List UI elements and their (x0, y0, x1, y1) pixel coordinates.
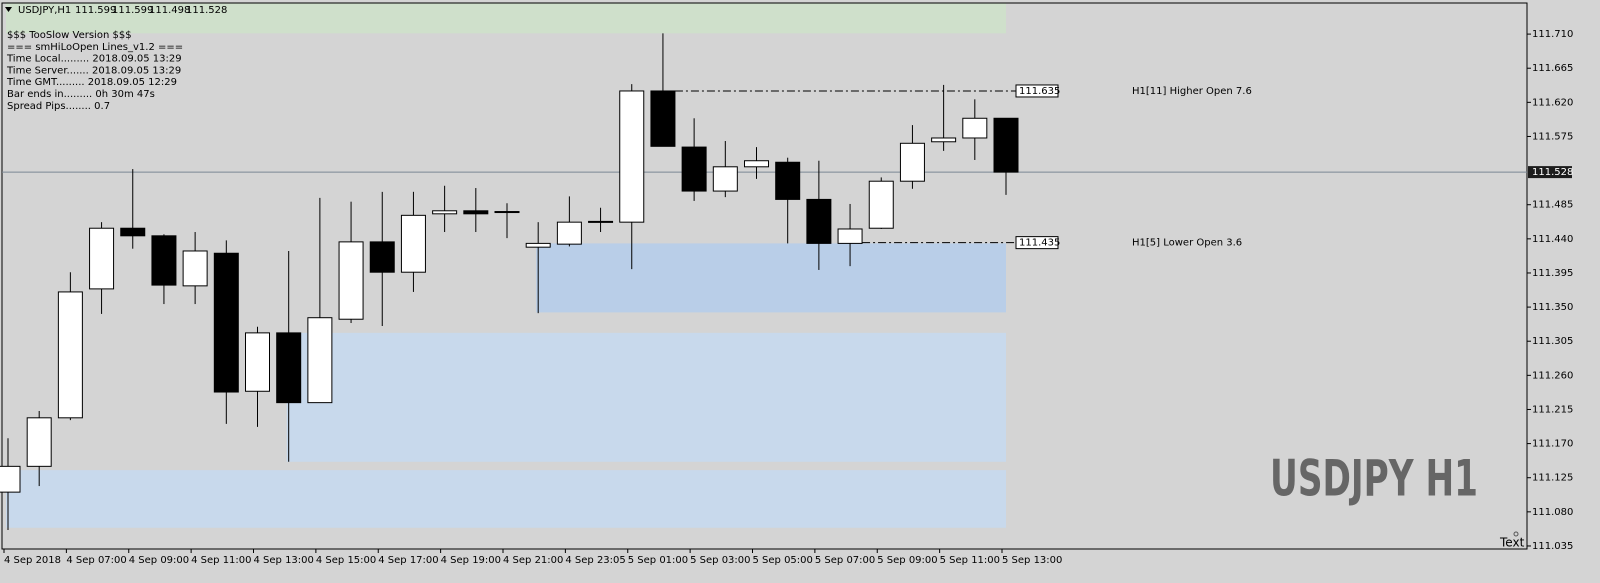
level-label: 111.435 (1019, 238, 1060, 249)
candle-body (400, 214, 426, 273)
y-tick-label: 111.440 (1532, 234, 1573, 245)
x-tick-label: 4 Sep 21:00 (503, 555, 563, 566)
candle-body (681, 146, 707, 192)
candle-body (775, 161, 801, 200)
y-tick-label: 111.125 (1532, 473, 1573, 484)
header-open: 111.599 (75, 5, 116, 16)
watermark: USDJPY H1 (1270, 450, 1478, 508)
symbol: USDJPY,H1 (18, 5, 71, 16)
candle-body (369, 241, 395, 273)
zone (286, 332, 1006, 462)
y-tick-label: 111.575 (1532, 131, 1573, 142)
x-tick-label: 5 Sep 11:00 (940, 555, 1000, 566)
candle-body (432, 210, 458, 215)
y-tick-label: 111.485 (1532, 200, 1573, 211)
candle-body (57, 291, 83, 419)
candle-body (899, 142, 925, 182)
info-line: $$$ TooSlow Version $$$ (7, 30, 132, 41)
zone (6, 3, 1006, 34)
x-tick-label: 5 Sep 05:00 (753, 555, 813, 566)
y-tick-label: 111.305 (1532, 336, 1573, 347)
candle-body (588, 220, 614, 223)
candle-body (619, 90, 645, 223)
y-tick-label: 111.035 (1532, 541, 1573, 552)
y-tick-label: 111.215 (1532, 404, 1573, 415)
x-tick-label: 4 Sep 19:00 (441, 555, 501, 566)
candle-body (712, 166, 738, 192)
candle-body (931, 137, 957, 143)
candle-body (806, 198, 832, 244)
y-tick-label: 111.170 (1532, 439, 1573, 450)
x-tick-label: 4 Sep 2018 (4, 555, 61, 566)
candle-body (338, 241, 364, 320)
candle-body (26, 417, 52, 467)
candle-body (151, 235, 177, 286)
menu-triangle (5, 7, 12, 12)
corner-icon (1513, 531, 1519, 537)
y-tick-label: 111.350 (1532, 302, 1573, 313)
level-label: 111.635 (1019, 86, 1060, 97)
current-price-box (1528, 166, 1572, 179)
y-tick-label: 111.395 (1532, 268, 1573, 279)
y-tick-label: 111.260 (1532, 370, 1573, 381)
header-high: 111.599 (112, 5, 153, 16)
zone (536, 243, 1006, 313)
corner-text: Text (1499, 536, 1525, 550)
candle-body (837, 228, 863, 244)
x-tick-label: 4 Sep 23:05 (565, 555, 625, 566)
x-tick-label: 4 Sep 13:00 (254, 555, 314, 566)
zones (6, 3, 1006, 528)
level-box (1015, 236, 1059, 250)
candle-body (993, 117, 1019, 173)
candle-body (213, 252, 239, 393)
candle-body (494, 211, 520, 214)
candle-body (276, 332, 302, 404)
candle-body (962, 117, 988, 139)
candle-body (744, 160, 769, 168)
y-tick-label: 111.080 (1532, 507, 1573, 518)
level-text: H1[11] Higher Open 7.6 (1132, 86, 1252, 97)
header-low: 111.498 (149, 5, 190, 16)
plot-frame (1, 2, 1528, 550)
x-tick-label: 4 Sep 15:00 (316, 555, 376, 566)
header-close: 111.528 (186, 5, 227, 16)
candle-body (120, 227, 146, 237)
candle-body (245, 332, 270, 392)
candle-body (463, 210, 489, 215)
candle-body (307, 317, 333, 404)
candle-body (182, 250, 208, 287)
x-tick-label: 4 Sep 09:00 (129, 555, 189, 566)
x-tick-label: 4 Sep 11:00 (191, 555, 251, 566)
candle-body (0, 465, 21, 493)
candle-body (525, 242, 551, 248)
y-tick-label: 111.710 (1532, 29, 1573, 40)
info-line: === smHiLoOpen Lines_v1.2 === (7, 42, 183, 53)
y-tick-label: 111.665 (1532, 63, 1573, 74)
info-line: Spread Pips........ 0.7 (7, 101, 110, 112)
x-tick-label: 5 Sep 03:00 (690, 555, 750, 566)
x-tick-label: 4 Sep 07:00 (66, 555, 126, 566)
candle-body (556, 221, 582, 245)
x-tick-label: 4 Sep 17:00 (378, 555, 438, 566)
candle-body (650, 90, 676, 147)
info-line: Time Local......... 2018.09.05 13:29 (6, 54, 182, 65)
info-line: Time Server....... 2018.09.05 13:29 (6, 65, 181, 76)
x-tick-label: 5 Sep 09:00 (877, 555, 937, 566)
level-text: H1[5] Lower Open 3.6 (1132, 238, 1242, 249)
candle-body (89, 227, 115, 290)
y-tick-label: 111.620 (1532, 97, 1573, 108)
candle-body (868, 180, 894, 229)
x-tick-label: 5 Sep 01:00 (628, 555, 688, 566)
info-line: Bar ends in......... 0h 30m 47s (7, 89, 155, 100)
x-tick-label: 5 Sep 13:00 (1002, 555, 1062, 566)
zone (6, 470, 1006, 528)
current-price-label: 111.528 (1532, 167, 1573, 178)
level-box (1015, 84, 1059, 98)
info-line: Time GMT......... 2018.09.05 12:29 (6, 77, 177, 88)
x-tick-label: 5 Sep 07:00 (815, 555, 875, 566)
